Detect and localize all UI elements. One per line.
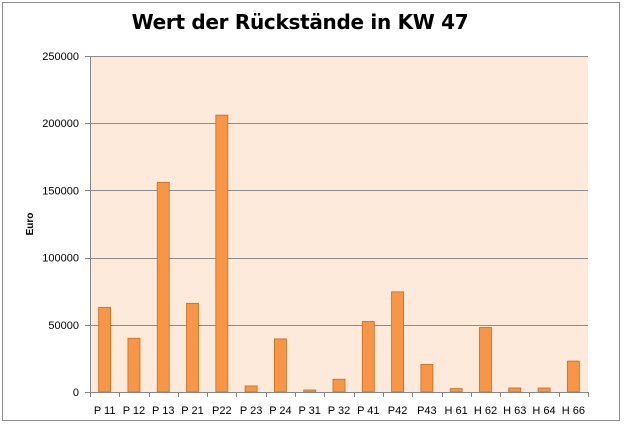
bar-h62: [479, 327, 492, 393]
bar-h63: [508, 387, 522, 393]
x-tick-label: P 23: [240, 405, 262, 417]
x-tick-label: H 61: [445, 405, 468, 417]
y-tick-label: 250000: [42, 51, 79, 63]
y-tick-labels: 0 50000 100000 150000 200000 250000: [42, 51, 79, 399]
bar-p12: [127, 337, 141, 393]
bar-h61: [449, 388, 463, 393]
axes: [85, 56, 589, 397]
x-tick-label: P 31: [298, 405, 320, 417]
y-tick-label: 0: [73, 387, 79, 399]
chart-title: Wert der Rückstände in KW 47: [131, 10, 469, 34]
y-tick-label: 200000: [42, 118, 79, 130]
x-tick-label: P 24: [269, 405, 291, 417]
gridlines: [90, 56, 588, 326]
bar-p42: [391, 291, 404, 393]
bar-p11: [98, 306, 112, 393]
bar-p13: [156, 181, 170, 393]
x-tick-labels: P 11 P 12 P 13 P 21 P22 P 23 P 24 P 31 P 32 P 41 P…: [94, 405, 585, 417]
x-tick-label: P 41: [357, 405, 379, 417]
x-tick-label: H 63: [503, 405, 526, 417]
x-tick-label: H 62: [474, 405, 497, 417]
x-tick-label: P22: [212, 405, 232, 417]
x-tick-label: P43: [417, 405, 437, 417]
bar-p31: [303, 389, 317, 393]
x-tick-label: P 21: [181, 405, 203, 417]
y-tick-label: 100000: [42, 253, 79, 265]
x-tick-label: H 64: [532, 405, 555, 417]
bar-p23: [244, 385, 258, 393]
plot-area: [90, 56, 588, 392]
x-tick-label: P 12: [123, 405, 145, 417]
bar-h66: [566, 360, 580, 393]
plot-background: [90, 56, 588, 392]
bar-p24: [274, 338, 287, 393]
bar-p22: [215, 114, 229, 393]
y-tick-label: 50000: [48, 320, 79, 332]
bar-p21: [186, 302, 199, 393]
y-axis-label: Euro: [25, 213, 36, 236]
x-tick-label: H 66: [562, 405, 585, 417]
x-tick-label: P 11: [94, 405, 116, 417]
bar-p41: [361, 321, 375, 393]
bar-p43: [420, 364, 434, 393]
x-tick-label: P 13: [152, 405, 174, 417]
bar-p32: [332, 378, 346, 393]
bar-h64: [537, 387, 551, 393]
x-tick-label: P 32: [328, 405, 350, 417]
bars: [98, 114, 580, 393]
y-tick-label: 150000: [42, 185, 79, 197]
x-tick-label: P42: [388, 405, 408, 417]
